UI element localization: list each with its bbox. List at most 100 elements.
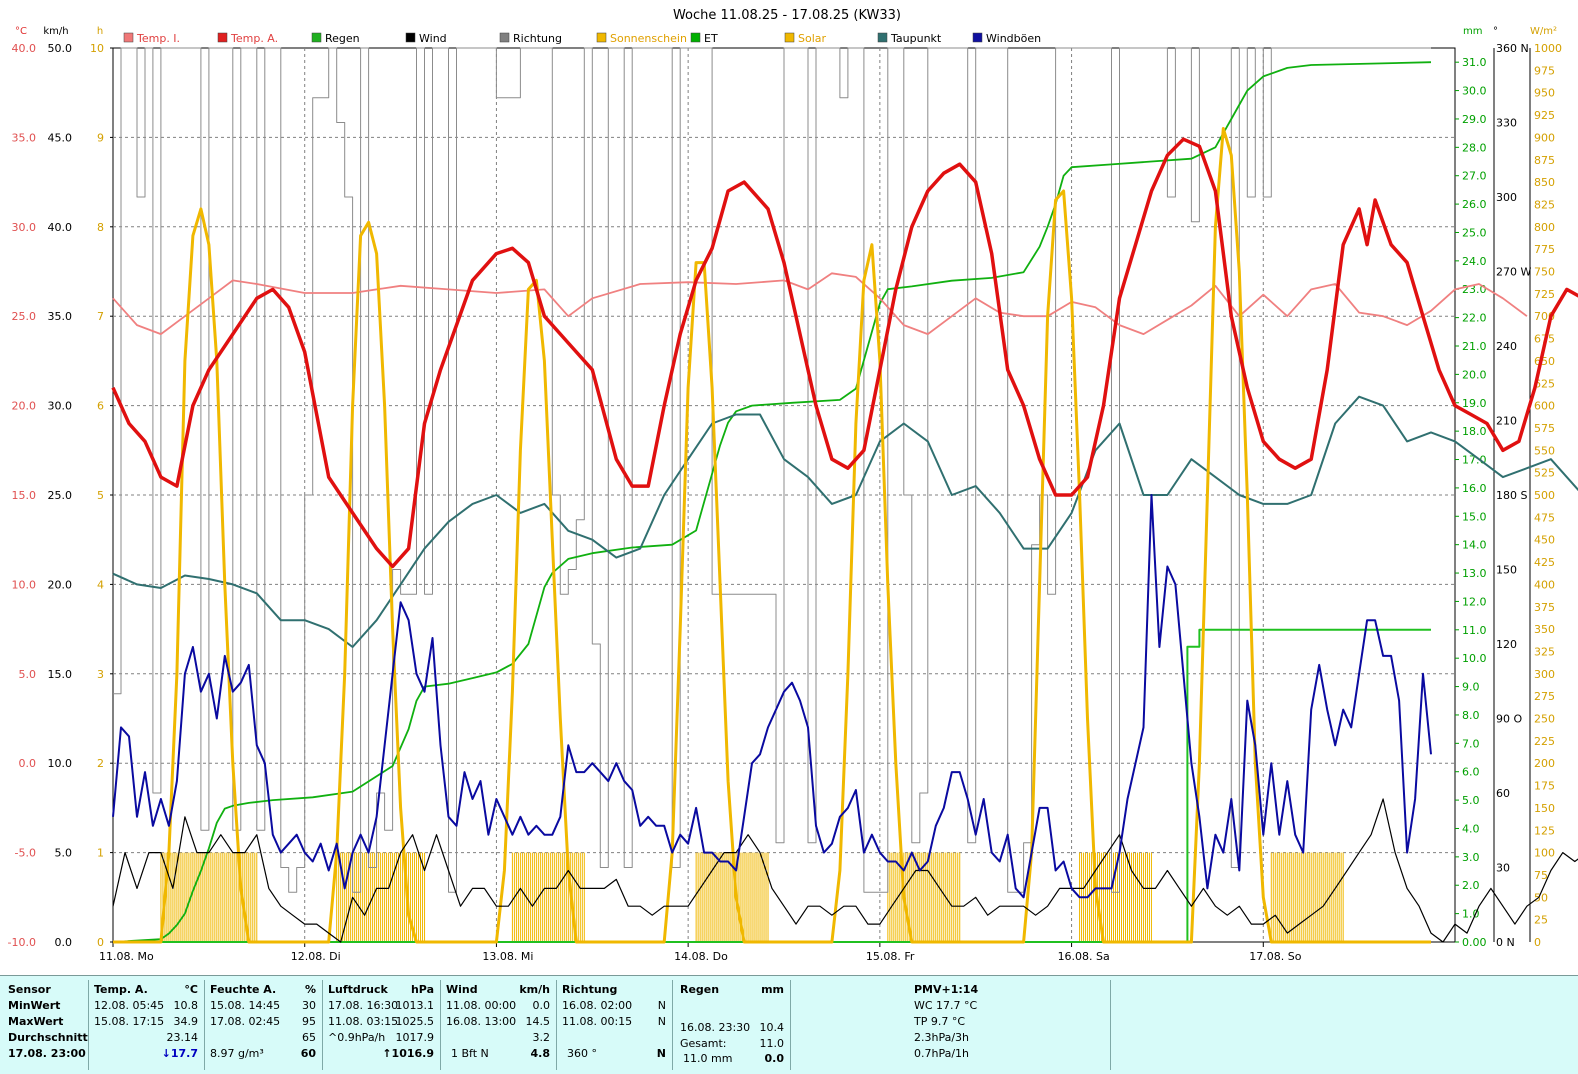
rain-max-value: 10.4 (759, 1021, 785, 1034)
solar-tick-label: 375 (1534, 601, 1555, 614)
direction-max-value: N (657, 1015, 666, 1028)
wind-tick-label: 45.0 (48, 131, 73, 144)
humidity-header: Feuchte A. (210, 983, 277, 996)
temp-tick-label: -10.0 (8, 936, 36, 949)
legend-label: Sonnenschein (610, 32, 687, 45)
solar-tick-label: 0 (1534, 936, 1541, 949)
wind-tick-label: 20.0 (48, 578, 73, 591)
direction-tick-label: 30 (1496, 862, 1510, 875)
rain-max-time: 16.08. 23:30 (680, 1021, 751, 1034)
pmv-pressure-1h: 0.7hPa/1h (914, 1047, 970, 1060)
sensor-header: Sensor (8, 983, 51, 996)
solar-tick-label: 550 (1534, 444, 1555, 457)
divider (204, 980, 205, 1070)
wind-unit: km/h (519, 983, 550, 996)
humidity-min-value: 30 (302, 999, 316, 1012)
rain-tick-label: 1.0 (1462, 908, 1480, 921)
left-axis-unit-wind: km/h (43, 26, 68, 37)
right-axis-unit-rain: mm (1463, 26, 1482, 37)
row-label-max: MaxWert (8, 1015, 64, 1028)
rain-tick-label: 4.0 (1462, 822, 1480, 835)
rain-tick-label: 9.0 (1462, 681, 1480, 694)
rain-unit: mm (761, 983, 784, 996)
legend-swatch (877, 32, 888, 43)
divider (1110, 980, 1111, 1070)
rain-tick-label: 16.0 (1462, 482, 1487, 495)
stats-temp-section: Temp. A. °C 12.08. 05:45 10.8 15.08. 17:… (89, 976, 204, 1074)
wind-min-value: 0.0 (532, 999, 551, 1012)
sun-tick-label: 7 (97, 310, 104, 323)
sun-tick-label: 6 (97, 400, 104, 413)
temp-tick-label: 15.0 (12, 489, 37, 502)
rain-tick-label: 0.00 (1462, 936, 1487, 949)
wind-tick-label: 15.0 (48, 668, 73, 681)
humidity-current-value: 60 (300, 1047, 316, 1060)
legend-label: Wind (419, 32, 447, 45)
solar-tick-label: 350 (1534, 623, 1555, 636)
row-label-current: 17.08. 23:00 (8, 1047, 86, 1060)
legend-label: Solar (798, 32, 827, 45)
rain-tick-label: 29.0 (1462, 113, 1487, 126)
rain-tick-label: 28.0 (1462, 141, 1487, 154)
solar-tick-label: 925 (1534, 109, 1555, 122)
wind-tick-label: 10.0 (48, 757, 73, 770)
divider (556, 980, 557, 1070)
pmv-pressure-3h: 2.3hPa/3h (914, 1031, 970, 1044)
solar-tick-label: 25 (1534, 914, 1548, 927)
sun-tick-label: 10 (90, 42, 104, 55)
wind-tick-label: 40.0 (48, 221, 73, 234)
pressure-min-time: 17.08. 16:30 (328, 999, 399, 1012)
legend-swatch (690, 32, 701, 43)
pressure-unit: hPa (410, 983, 434, 996)
stats-rain-section: Regen mm 16.08. 23:30 10.4 Gesamt: 11.0 … (673, 976, 790, 1074)
rain-total-value: 11.0 (759, 1037, 785, 1050)
legend-label: Temp. I. (136, 32, 180, 45)
pressure-header: Luftdruck (328, 983, 388, 996)
temp-tick-label: 20.0 (12, 400, 37, 413)
rain-current-value: 0.0 (764, 1052, 785, 1065)
divider (672, 980, 673, 1070)
solar-tick-label: 825 (1534, 198, 1555, 211)
solar-tick-label: 1000 (1534, 42, 1562, 55)
rain-tick-label: 14.0 (1462, 539, 1487, 552)
stats-wind-section: Wind km/h 11.08. 00:00 0.0 16.08. 13:00 … (441, 976, 556, 1074)
wind-tick-label: 0.0 (55, 936, 73, 949)
direction-tick-label: 120 (1496, 638, 1517, 651)
sun-tick-label: 9 (97, 131, 104, 144)
chart-canvas: Woche 11.08.25 - 17.08.25 (KW33) Temp. I.… (8, 8, 1578, 963)
solar-tick-label: 525 (1534, 467, 1555, 480)
wind-current-value: 4.8 (530, 1047, 551, 1060)
weather-chart: Woche 11.08.25 - 17.08.25 (KW33) Temp. I.… (8, 8, 1578, 963)
solar-tick-label: 850 (1534, 176, 1555, 189)
stats-humidity-section: Feuchte A. % 15.08. 14:45 30 17.08. 02:4… (205, 976, 322, 1074)
stats-direction-section: Richtung 16.08. 02:00 N 11.08. 00:15 N 3… (557, 976, 672, 1074)
x-day-label: 14.08. Do (674, 950, 728, 963)
legend-swatch (311, 32, 322, 43)
sun-tick-label: 3 (97, 668, 104, 681)
humidity-min-time: 15.08. 14:45 (210, 999, 281, 1012)
rain-period: 11.0 mm (683, 1052, 733, 1065)
right-axis-unit-dir: ° (1493, 26, 1498, 37)
pressure-current-value: ↑1016.9 (382, 1047, 434, 1060)
humidity-unit: % (304, 983, 316, 996)
left-axis-unit-sun: h (97, 26, 103, 37)
rain-tick-label: 3.0 (1462, 851, 1480, 864)
wind-tick-label: 5.0 (55, 847, 73, 860)
legend-label: Windböen (986, 32, 1041, 45)
rain-tick-label: 20.0 (1462, 368, 1487, 381)
solar-tick-label: 775 (1534, 243, 1555, 256)
temp-tick-label: 25.0 (12, 310, 37, 323)
temp-header: Temp. A. (94, 983, 148, 996)
direction-tick-label: 180 S (1496, 489, 1527, 502)
series-dewpoint (112, 395, 1578, 648)
wind-tick-label: 30.0 (48, 400, 73, 413)
temp-tick-label: -5.0 (15, 847, 36, 860)
legend-swatch (217, 32, 228, 43)
rain-total-label: Gesamt: (680, 1037, 727, 1050)
legend-label: Taupunkt (890, 32, 942, 45)
humidity-avg-value: 65 (302, 1031, 316, 1044)
rain-tick-label: 11.0 (1462, 624, 1487, 637)
direction-min-value: N (657, 999, 666, 1012)
x-day-label: 11.08. Mo (99, 950, 154, 963)
direction-max-time: 11.08. 00:15 (562, 1015, 633, 1028)
